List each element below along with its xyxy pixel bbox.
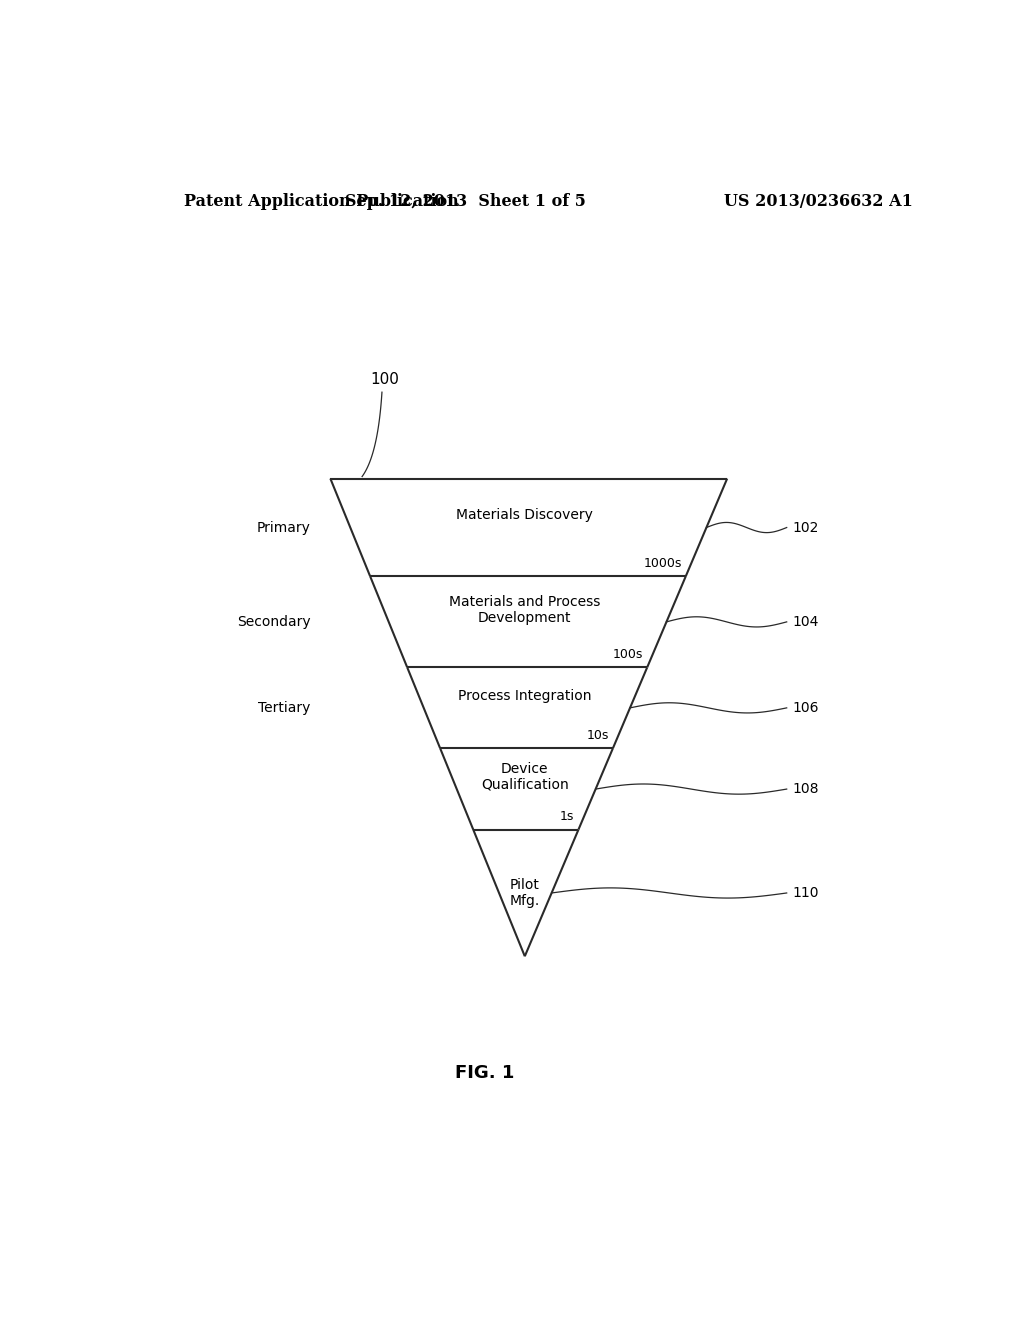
Text: 108: 108 bbox=[793, 781, 819, 796]
Text: Device
Qualification: Device Qualification bbox=[481, 762, 568, 792]
Text: Secondary: Secondary bbox=[237, 615, 310, 628]
Text: Patent Application Publication: Patent Application Publication bbox=[183, 193, 459, 210]
Text: Primary: Primary bbox=[257, 520, 310, 535]
Text: 102: 102 bbox=[793, 520, 818, 535]
Text: 104: 104 bbox=[793, 615, 818, 628]
Text: Materials and Process
Development: Materials and Process Development bbox=[450, 594, 600, 624]
Text: 1000s: 1000s bbox=[643, 557, 682, 570]
Text: Process Integration: Process Integration bbox=[458, 689, 592, 702]
Text: US 2013/0236632 A1: US 2013/0236632 A1 bbox=[724, 193, 912, 210]
Text: 1s: 1s bbox=[560, 810, 574, 822]
Text: Tertiary: Tertiary bbox=[258, 701, 310, 715]
Text: 100: 100 bbox=[370, 372, 399, 387]
Text: 110: 110 bbox=[793, 886, 819, 900]
Text: 106: 106 bbox=[793, 701, 819, 715]
Text: FIG. 1: FIG. 1 bbox=[456, 1064, 515, 1082]
Text: 10s: 10s bbox=[587, 729, 609, 742]
Text: Materials Discovery: Materials Discovery bbox=[457, 508, 593, 523]
Text: Sep. 12, 2013  Sheet 1 of 5: Sep. 12, 2013 Sheet 1 of 5 bbox=[345, 193, 586, 210]
Text: 100s: 100s bbox=[613, 648, 643, 660]
Text: Pilot
Mfg.: Pilot Mfg. bbox=[510, 878, 540, 908]
